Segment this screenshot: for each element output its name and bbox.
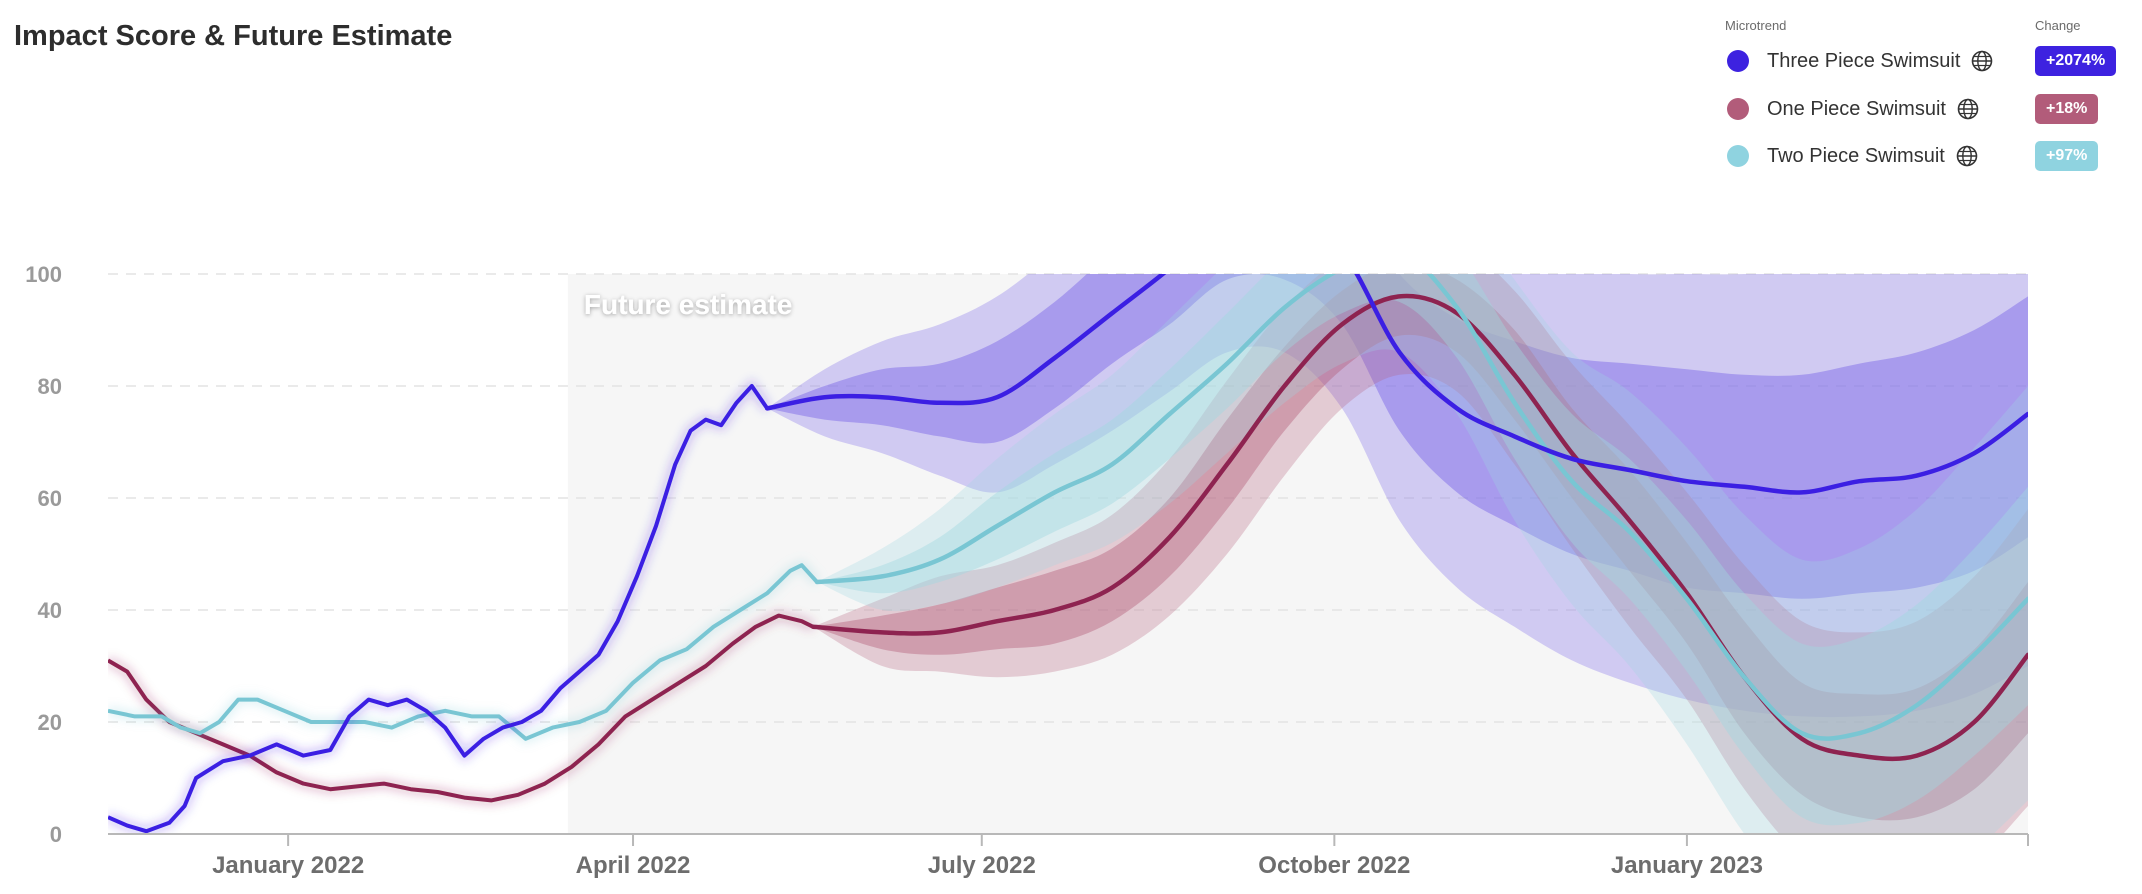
x-tick-label: October 2021 [0, 852, 12, 879]
x-tick-label: July 2022 [928, 852, 1036, 879]
confidence-band-inner [813, 274, 2028, 821]
legend-color-dot [1727, 145, 1749, 167]
series-line-history [108, 613, 814, 803]
legend-change-header: Change [2035, 18, 2081, 33]
confidence-band-inner [817, 274, 2028, 826]
change-badge: +97% [2035, 141, 2099, 171]
legend-item-two-piece[interactable]: Two Piece Swimsuit +97% [1725, 136, 2125, 176]
confidence-band-outer [813, 274, 2028, 834]
change-badge: +2074% [2035, 46, 2117, 76]
x-tick-label: October 2022 [1258, 852, 1410, 879]
series-line-estimate [764, 274, 2028, 495]
globe-icon[interactable] [1970, 49, 1994, 73]
y-tick-label: 60 [38, 486, 62, 511]
confidence-band-outer [817, 274, 2028, 834]
y-tick-label: 20 [38, 710, 62, 735]
globe-icon[interactable] [1955, 144, 1979, 168]
confidence-band-inner [767, 274, 2028, 599]
series-line-estimate [814, 274, 2028, 741]
legend-microtrend-header: Microtrend [1725, 18, 1787, 33]
series-line-history [108, 384, 769, 834]
legend-color-dot [1727, 98, 1749, 120]
x-tick-label: January 2022 [212, 852, 364, 879]
future-estimate-label: Future estimate [584, 289, 793, 320]
legend-item-label: Two Piece Swimsuit [1767, 144, 1945, 167]
y-tick-label: 80 [38, 374, 62, 399]
legend-color-dot [1727, 50, 1749, 72]
confidence-band-outer [767, 274, 2028, 718]
series-line-history [108, 563, 819, 741]
x-tick-label: January 2023 [1611, 852, 1763, 879]
y-tick-label: 40 [38, 598, 62, 623]
y-tick-label: 100 [25, 262, 62, 287]
change-badge: +18% [2035, 94, 2099, 124]
globe-icon[interactable] [1956, 97, 1980, 121]
legend-item-label: Three Piece Swimsuit [1767, 49, 1961, 72]
legend-item-label: One Piece Swimsuit [1767, 97, 1946, 120]
y-tick-label: 0 [50, 822, 62, 847]
series-line-estimate [810, 293, 2028, 762]
legend-item-one-piece[interactable]: One Piece Swimsuit +18% [1725, 89, 2125, 129]
chart-title: Impact Score & Future Estimate [14, 20, 453, 52]
x-tick-label: April 2022 [576, 852, 691, 879]
legend: Microtrend Change Three Piece Swimsuit +… [1725, 18, 2125, 171]
legend-item-three-piece[interactable]: Three Piece Swimsuit +2074% [1725, 41, 2125, 81]
